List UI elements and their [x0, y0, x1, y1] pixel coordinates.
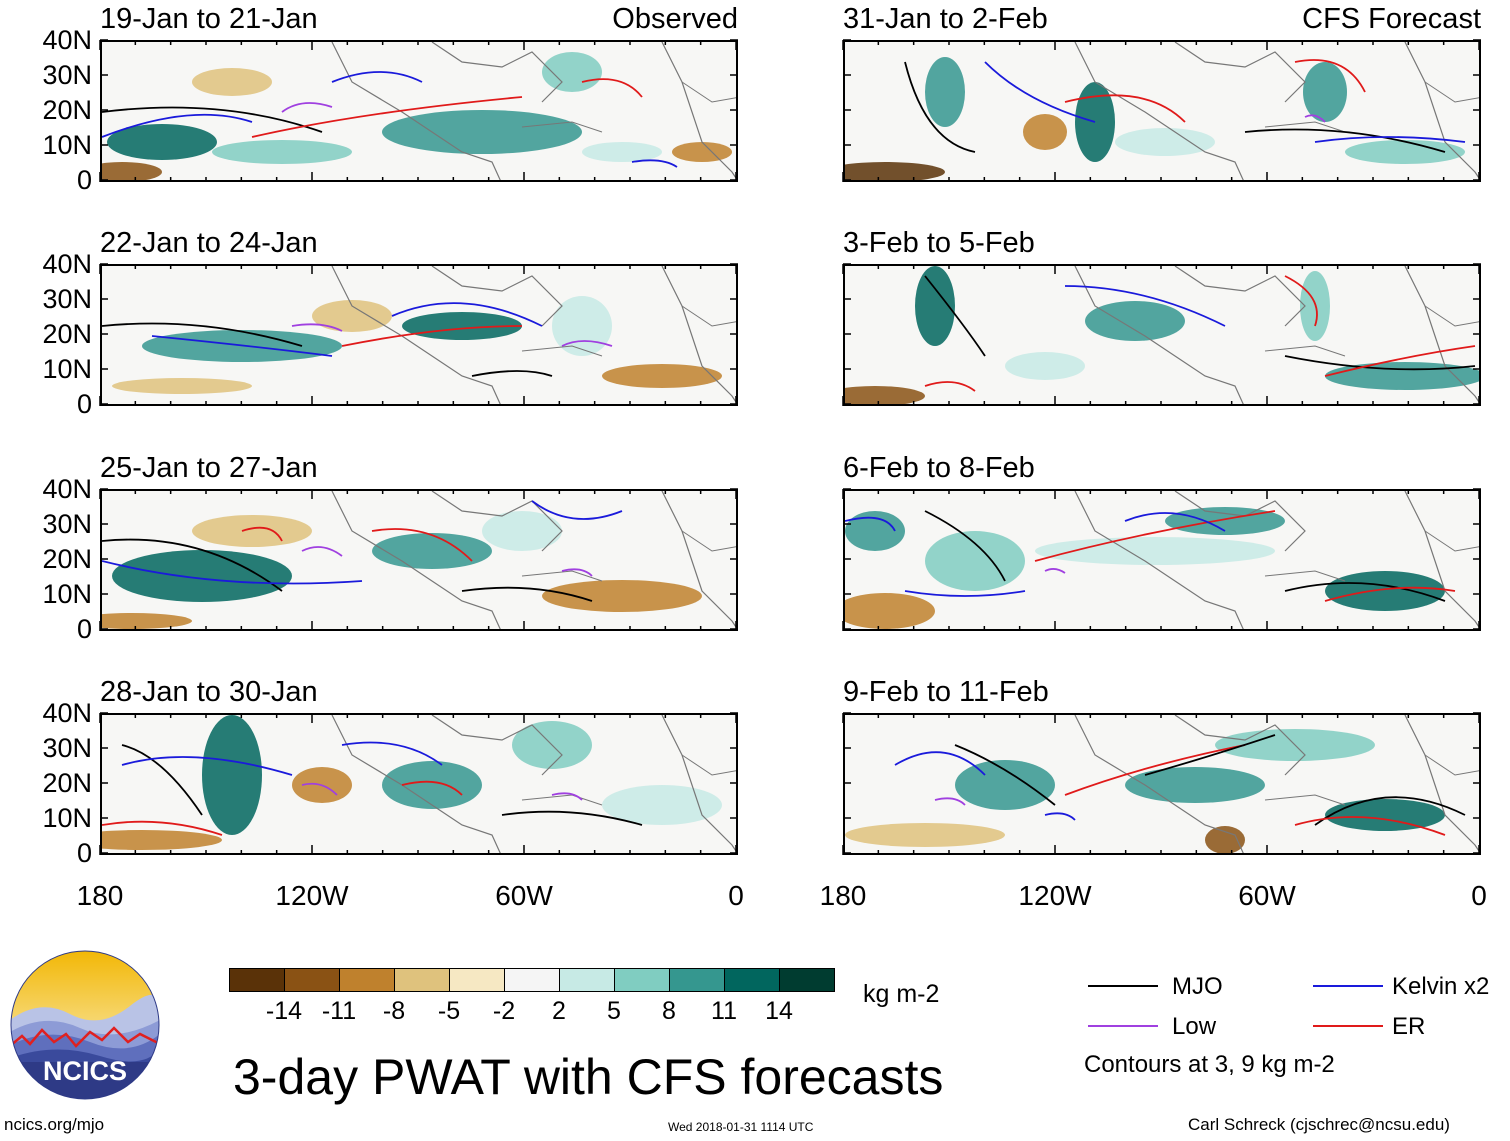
colorbar-swatch: [559, 968, 615, 992]
legend-kelvin-label: Kelvin x2: [1392, 973, 1490, 1000]
panel-title: 22-Jan to 24-Jan: [100, 227, 318, 259]
lat-label: 0: [76, 165, 92, 195]
pwat-map: [843, 264, 1481, 406]
footer-credit: Carl Schreck (cjschrec@ncsu.edu): [1188, 1115, 1450, 1134]
colorbar-tick-label: -2: [492, 997, 516, 1025]
lon-label: 0: [728, 880, 744, 911]
footer-left-link[interactable]: ncics.org/mjo: [4, 1115, 105, 1134]
lon-label: 60W: [1238, 880, 1296, 911]
panel-title: 25-Jan to 27-Jan: [100, 452, 318, 484]
lon-label: 60W: [495, 880, 553, 911]
colorbar-tick-label: 14: [765, 997, 793, 1025]
legend-er-line: [1313, 1025, 1383, 1027]
lon-label: 120W: [1018, 880, 1092, 911]
colorbar-swatch: [724, 968, 780, 992]
legend-er-label: ER: [1392, 1013, 1426, 1040]
pwat-map: [100, 40, 738, 182]
pwat-map: [100, 264, 738, 406]
lat-label: 20N: [42, 95, 92, 125]
colorbar-swatch: [229, 968, 285, 992]
legend-mjo-line: [1088, 985, 1158, 987]
lat-label: 30N: [42, 733, 92, 763]
legend-low-line: [1088, 1025, 1158, 1027]
lat-label: 20N: [42, 319, 92, 349]
colorbar-tick-label: -14: [265, 997, 303, 1025]
lat-label: 40N: [42, 249, 92, 279]
colorbar-tick-label: -5: [437, 997, 461, 1025]
lat-label: 30N: [42, 60, 92, 90]
panel-title: 19-Jan to 21-Jan: [100, 3, 318, 35]
panel-source-label: CFS Forecast: [1302, 3, 1481, 35]
lat-label: 40N: [42, 25, 92, 55]
lon-label: 120W: [275, 880, 349, 911]
panel-title: 28-Jan to 30-Jan: [100, 676, 318, 708]
colorbar-swatch: [614, 968, 670, 992]
lat-label: 10N: [42, 803, 92, 833]
panel-title: 6-Feb to 8-Feb: [843, 452, 1035, 484]
colorbar-tick-label: 8: [662, 997, 676, 1025]
colorbar-tick-label: 5: [607, 997, 621, 1025]
colorbar-swatch: [339, 968, 395, 992]
lat-label: 10N: [42, 579, 92, 609]
lon-label: 0: [1471, 880, 1487, 911]
lat-label: 0: [76, 838, 92, 868]
lon-label: 180: [819, 880, 867, 911]
legend-mjo-label: MJO: [1172, 973, 1223, 1000]
colorbar-swatch: [669, 968, 725, 992]
lat-label: 40N: [42, 474, 92, 504]
colorbar-tick-label: 2: [552, 997, 566, 1025]
pwat-map: [100, 489, 738, 631]
pwat-map: [843, 713, 1481, 855]
lat-label: 30N: [42, 509, 92, 539]
panel-title: 9-Feb to 11-Feb: [843, 676, 1049, 708]
colorbar-tick-label: -8: [382, 997, 406, 1025]
panel-title: 31-Jan to 2-Feb: [843, 3, 1048, 35]
lon-label: 180: [76, 880, 124, 911]
colorbar-swatch: [504, 968, 560, 992]
colorbar-swatch: [449, 968, 505, 992]
logo-text: NCICS: [43, 1056, 127, 1086]
lat-label: 0: [76, 389, 92, 419]
colorbar-tick-label: 11: [711, 997, 737, 1025]
panel-title: 3-Feb to 5-Feb: [843, 227, 1035, 259]
lat-label: 30N: [42, 284, 92, 314]
legend-low-label: Low: [1172, 1013, 1217, 1040]
pwat-map: [843, 489, 1481, 631]
lat-label: 0: [76, 614, 92, 644]
colorbar-swatch: [394, 968, 450, 992]
panel-source-label: Observed: [612, 3, 738, 35]
colorbar-units: kg m-2: [863, 980, 940, 1008]
colorbar-tick-label: -11: [321, 997, 357, 1025]
legend-kelvin-line: [1313, 985, 1383, 987]
lat-label: 20N: [42, 768, 92, 798]
ncics-logo: NCICS: [10, 950, 160, 1100]
pwat-map: [843, 40, 1481, 182]
main-title: 3-day PWAT with CFS forecasts: [233, 1049, 944, 1105]
lat-label: 40N: [42, 698, 92, 728]
colorbar-swatch: [779, 968, 835, 992]
footer-timestamp: Wed 2018-01-31 1114 UTC: [668, 1120, 814, 1134]
legend-note: Contours at 3, 9 kg m-2: [1084, 1051, 1335, 1078]
lat-label: 10N: [42, 354, 92, 384]
lat-label: 10N: [42, 130, 92, 160]
lat-label: 20N: [42, 544, 92, 574]
colorbar-swatch: [284, 968, 340, 992]
pwat-map: [100, 713, 738, 855]
